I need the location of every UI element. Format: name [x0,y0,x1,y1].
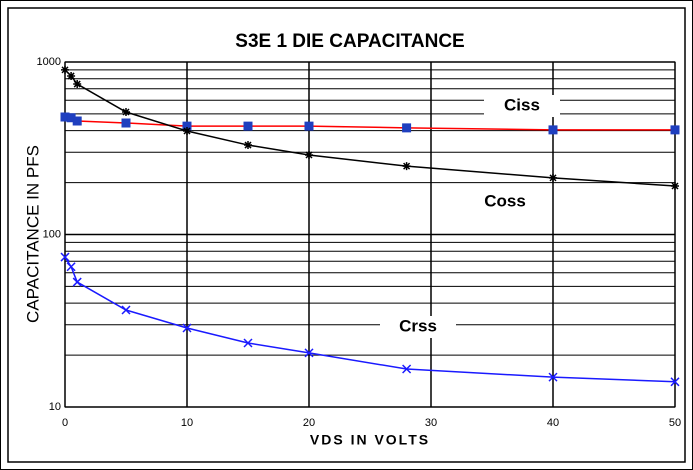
data-marker [243,121,253,131]
series-label-box [467,191,543,213]
y-tick-label: 1000 [37,56,61,68]
data-marker [60,252,70,262]
data-marker [122,108,130,117]
data-marker [67,71,76,80]
data-marker [304,348,314,358]
data-marker [243,338,253,348]
series-label: Coss [484,191,526,210]
series-label: Ciss [504,95,540,114]
data-marker [72,277,82,287]
data-marker [73,80,82,89]
data-marker [402,123,412,133]
x-tick-label: 50 [669,417,681,429]
data-marker [66,262,76,272]
data-marker [304,121,314,131]
data-marker [548,125,558,135]
x-tick-label: 20 [303,417,315,429]
data-marker [61,65,69,74]
x-axis-label: VDS IN VOLTS [310,432,430,448]
data-marker [244,141,252,150]
series-line [64,256,676,383]
data-marker [182,323,192,333]
x-tick-label: 40 [547,417,559,429]
data-marker [402,364,412,374]
series-label-box [380,316,456,338]
data-marker [121,118,131,128]
series-label-box [484,95,560,117]
data-marker [549,173,557,182]
data-marker [670,377,680,387]
x-tick-label: 0 [62,417,68,429]
x-tick-label: 10 [181,417,193,429]
data-marker [671,182,679,191]
chart-frame [7,7,686,463]
chart-title: S3E 1 DIE CAPACITANCE [235,31,464,52]
y-tick-label: 10 [49,401,61,413]
data-marker [121,305,131,315]
x-tick-label: 30 [425,417,437,429]
data-marker [402,162,411,171]
data-marker [72,116,82,126]
series-line [64,69,676,187]
data-marker [183,127,191,136]
series-label: Crss [399,316,437,335]
data-marker [548,372,558,382]
data-marker [670,125,680,135]
data-marker [305,150,313,159]
y-axis-label: CAPACITANCE IN PFS [23,145,42,323]
y-tick-label: 100 [43,228,61,240]
